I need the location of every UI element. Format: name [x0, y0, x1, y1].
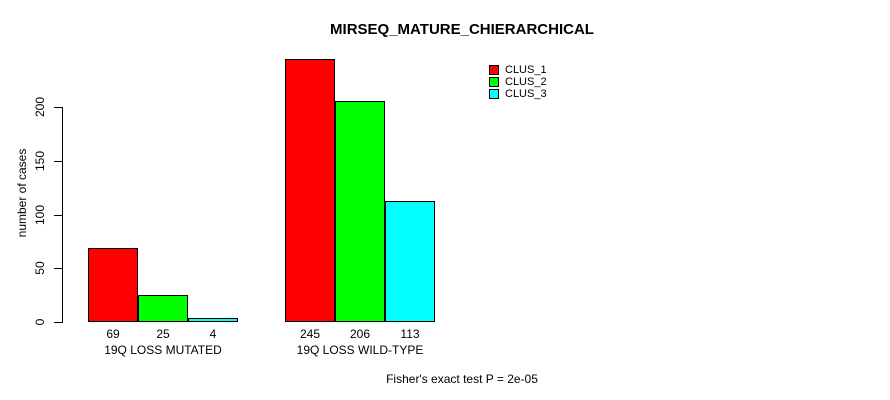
- bar-value-label: 69: [106, 327, 120, 341]
- category-label: 19Q LOSS WILD-TYPE: [296, 343, 424, 357]
- bar-clus_3-1: [188, 318, 238, 322]
- y-tick-mark: [54, 107, 62, 108]
- footnote: Fisher's exact test P = 2e-05: [386, 372, 538, 386]
- bar-value-label: 113: [400, 327, 420, 341]
- chart-title: MIRSEQ_MATURE_CHIERARCHICAL: [330, 21, 594, 38]
- bar-value-label: 245: [299, 327, 321, 341]
- y-tick-mark: [54, 161, 62, 162]
- legend-swatch-clus_2: [489, 77, 499, 87]
- legend-label-clus_3: CLUS_3: [505, 88, 547, 100]
- y-tick-mark: [54, 268, 62, 269]
- y-axis-line: [62, 107, 63, 323]
- y-tick-label: 0: [33, 318, 47, 326]
- bar-clus_1-1: [88, 248, 138, 322]
- legend-swatch-clus_1: [489, 65, 499, 75]
- category-label: 19Q LOSS MUTATED: [104, 343, 222, 357]
- bar-clus_3-2: [385, 201, 435, 322]
- y-tick-label: 50: [33, 261, 47, 275]
- bar-value-label: 206: [349, 327, 371, 341]
- y-tick-mark: [54, 215, 62, 216]
- y-tick-mark: [54, 322, 62, 323]
- y-axis-label: number of cases: [15, 148, 29, 238]
- y-tick-label: 150: [33, 150, 47, 172]
- legend-swatch-clus_3: [489, 89, 499, 99]
- bar-clus_1-2: [285, 59, 335, 322]
- bar-value-label: 25: [156, 327, 170, 341]
- bar-clus_2-1: [138, 295, 188, 322]
- bar-value-label: 4: [209, 327, 217, 341]
- y-tick-label: 200: [33, 96, 47, 118]
- legend-label-clus_1: CLUS_1: [505, 64, 547, 76]
- legend-label-clus_2: CLUS_2: [505, 76, 547, 88]
- y-tick-label: 100: [33, 204, 47, 226]
- bar-clus_2-2: [335, 101, 385, 322]
